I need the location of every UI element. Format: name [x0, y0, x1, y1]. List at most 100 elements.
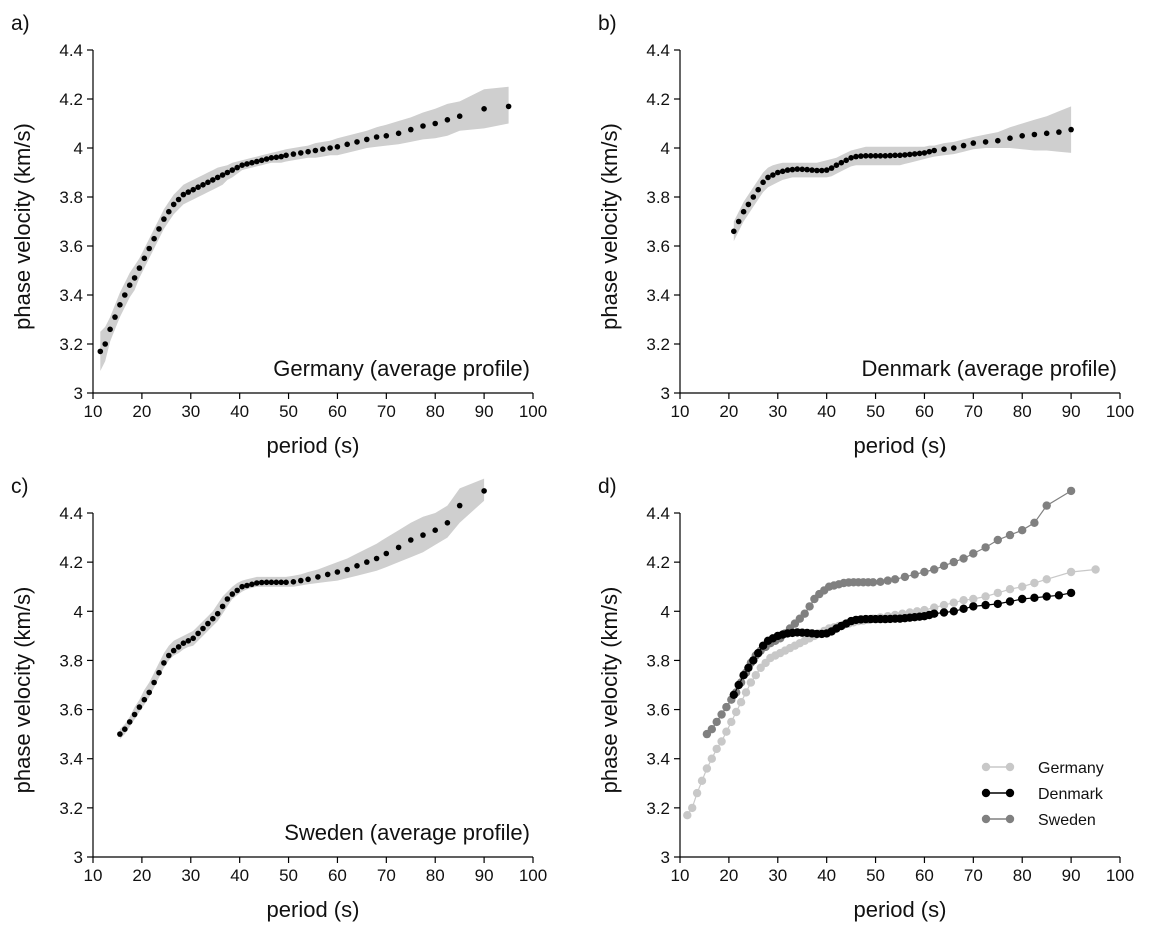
series-point: [981, 592, 990, 601]
legend-swatch-point: [981, 762, 991, 772]
y-tick-label: 3: [74, 384, 83, 403]
series-point: [1030, 578, 1039, 588]
data-point: [156, 669, 162, 676]
x-tick-label: 20: [132, 866, 151, 885]
data-point: [408, 537, 414, 543]
x-tick-label: 40: [817, 402, 836, 421]
series-point: [993, 588, 1002, 598]
data-point: [858, 153, 864, 159]
data-point: [735, 218, 742, 225]
data-point: [794, 166, 801, 172]
x-tick-label: 30: [181, 402, 200, 421]
data-point: [902, 152, 908, 158]
data-point: [882, 153, 889, 159]
data-point: [141, 255, 148, 262]
data-point: [190, 635, 196, 642]
panel-4: d) 3 3.2 3.4 3.6 3.8 4 4.2 4.4 10 20 30 40 50 60 70 80 90…: [597, 475, 1134, 922]
y-axis-label: phase velocity (km/s): [10, 123, 35, 330]
series-point: [981, 600, 990, 610]
data-point: [799, 166, 805, 173]
data-point: [151, 679, 157, 686]
x-tick-label: 80: [426, 402, 445, 421]
data-point: [278, 153, 285, 160]
y-tick-label: 4.2: [59, 90, 83, 109]
data-point: [354, 563, 360, 569]
series-point: [1066, 486, 1076, 496]
series-point: [741, 688, 751, 697]
panel-1: a) 3 3.2 3.4 3.6 3.8 4 4.2 4.4 10 20 30 40 50 60 70 80 90…: [10, 12, 547, 458]
data-point: [432, 527, 439, 533]
data-point: [234, 587, 240, 594]
series-point: [930, 609, 939, 618]
data-point: [195, 184, 201, 190]
data-point: [926, 148, 933, 155]
data-point: [916, 150, 923, 157]
data-point: [395, 544, 402, 551]
series-point: [981, 543, 990, 552]
legend-label: Denmark: [1038, 786, 1104, 803]
data-point: [344, 566, 351, 573]
series-point: [1005, 530, 1015, 540]
data-point: [877, 153, 884, 159]
x-tick-label: 60: [915, 866, 934, 885]
data-point: [258, 579, 265, 586]
data-point: [305, 148, 311, 155]
data-point: [828, 165, 835, 171]
data-point: [205, 179, 211, 186]
y-tick-label: 4.2: [646, 90, 670, 109]
data-point: [219, 172, 226, 178]
x-tick-label: 10: [84, 866, 103, 885]
y-tick-label: 3.8: [646, 188, 670, 207]
series-point: [920, 567, 929, 577]
series-point: [744, 663, 753, 672]
y-tick-label: 4.4: [646, 504, 670, 523]
data-point: [911, 151, 918, 157]
data-point: [166, 652, 172, 659]
data-point: [161, 216, 167, 222]
data-point: [334, 569, 341, 575]
data-point: [863, 153, 869, 159]
data-point: [364, 136, 370, 143]
profile-annotation: Denmark (average profile): [861, 356, 1117, 381]
panel-label: c): [11, 475, 29, 498]
data-point: [779, 168, 786, 175]
data-point: [305, 576, 311, 583]
data-point: [117, 731, 123, 737]
legend-label: Sweden: [1038, 812, 1096, 829]
data-point: [931, 147, 937, 154]
series-point: [805, 602, 814, 611]
y-tick-label: 4: [74, 602, 83, 621]
series-point: [697, 776, 707, 785]
series-point: [722, 702, 731, 712]
data-point: [278, 579, 285, 586]
series-point: [930, 565, 939, 574]
series-point: [949, 598, 958, 607]
x-tick-label: 80: [426, 866, 445, 885]
data-point: [175, 196, 182, 203]
y-tick-label: 3: [661, 848, 670, 867]
y-tick-label: 3: [74, 848, 83, 867]
data-point: [897, 152, 903, 159]
y-axis-label: phase velocity (km/s): [597, 587, 622, 794]
y-tick-label: 3.6: [646, 701, 670, 720]
data-point: [765, 174, 771, 181]
data-point: [843, 157, 849, 164]
data-point: [234, 164, 240, 171]
data-point: [867, 153, 874, 159]
series-point: [717, 710, 726, 719]
data-point: [951, 145, 957, 151]
data-point: [833, 162, 840, 168]
series-point: [727, 717, 736, 727]
series-point: [712, 744, 721, 754]
x-tick-label: 30: [768, 402, 787, 421]
x-tick-label: 40: [230, 402, 249, 421]
uncertainty-band: [100, 86, 509, 372]
panel-2: b) 3 3.2 3.4 3.6 3.8 4 4.2 4.4 10 20 30 40 50 60 70 80 90…: [597, 12, 1134, 458]
data-point: [126, 719, 133, 725]
x-tick-label: 50: [866, 866, 885, 885]
series-point: [876, 577, 885, 586]
x-tick-label: 60: [328, 866, 347, 885]
data-point: [156, 226, 162, 232]
data-point: [253, 580, 260, 586]
